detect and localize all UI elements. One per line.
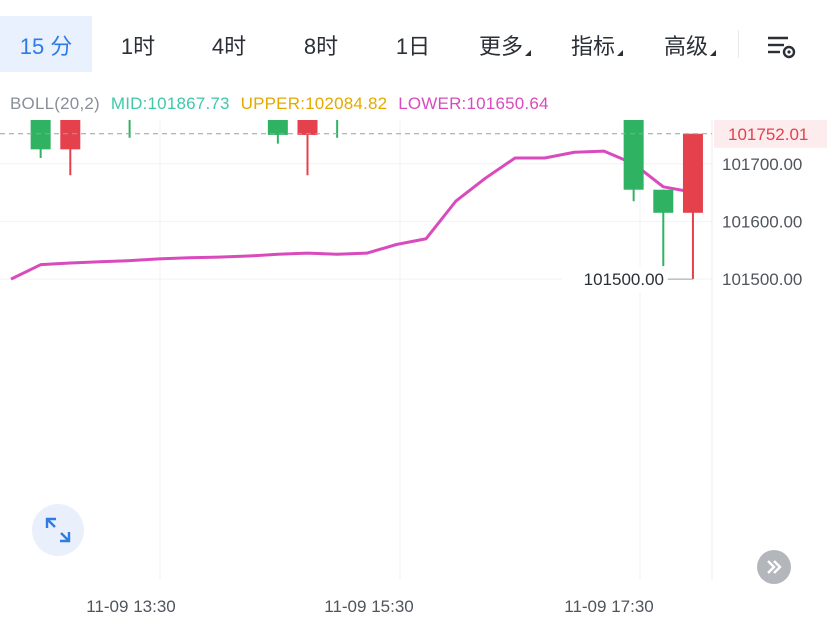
y-tick-label: 101600.00 bbox=[722, 212, 802, 231]
current-price-label: 101752.01 bbox=[728, 125, 808, 144]
tab-4h[interactable]: 4时 bbox=[211, 34, 247, 59]
candle-body-up bbox=[682, 133, 703, 213]
dropdown-triangle-icon bbox=[617, 50, 623, 56]
candle-body-up bbox=[297, 120, 318, 135]
boll-legend: BOLL(20,2) MID:101867.73 UPPER:102084.82… bbox=[10, 94, 555, 114]
current-price-tag bbox=[714, 120, 827, 148]
candle-body-down bbox=[267, 120, 288, 135]
advanced-label: 高级 bbox=[663, 34, 708, 59]
y-tick-label: 101500.00 bbox=[722, 270, 802, 289]
boll-lower-value: LOWER:101650.64 bbox=[398, 94, 549, 113]
double-chevron-right-icon bbox=[767, 560, 782, 574]
candle-body-down bbox=[30, 120, 51, 150]
advanced-dropdown[interactable]: 高级 bbox=[654, 16, 726, 72]
candlestick-chart[interactable]: 102200.00102100.00102000.00101900.001018… bbox=[0, 120, 829, 622]
chart-settings-icon bbox=[768, 36, 796, 59]
low-label-backdrop bbox=[562, 266, 666, 293]
y-tick-label: 101700.00 bbox=[722, 155, 802, 174]
more-label: 更多 bbox=[478, 34, 523, 59]
x-tick-label: 11-09 13:30 bbox=[86, 597, 175, 616]
tab-1d[interactable]: 1日 bbox=[395, 34, 431, 59]
indicator-label: 指标 bbox=[570, 34, 615, 59]
interval-toolbar: 15 分 1时 4时 8时 1日 更多 指标 高级 bbox=[0, 0, 829, 84]
dropdown-triangle-icon bbox=[710, 50, 716, 56]
scroll-to-latest-button[interactable] bbox=[757, 550, 791, 584]
boll-upper-value: UPPER:102084.82 bbox=[240, 94, 388, 113]
tab-1h[interactable]: 1时 bbox=[120, 34, 156, 59]
x-tick-label: 11-09 17:30 bbox=[564, 597, 653, 616]
boll-name: BOLL(20,2) bbox=[10, 94, 100, 113]
candle-body-down bbox=[623, 120, 644, 190]
expand-arrows-icon bbox=[45, 517, 71, 543]
tab-15min[interactable]: 15 分 bbox=[0, 16, 92, 72]
toolbar-divider bbox=[738, 30, 739, 58]
fullscreen-button[interactable] bbox=[32, 504, 84, 556]
more-dropdown[interactable]: 更多 bbox=[470, 16, 540, 72]
candle-body-down bbox=[653, 189, 674, 213]
indicator-dropdown[interactable]: 指标 bbox=[562, 16, 632, 72]
low-price-label: 101500.00 bbox=[584, 270, 664, 289]
candle-body-up bbox=[60, 120, 81, 150]
boll-lower-line bbox=[10, 149, 694, 281]
x-tick-label: 11-09 15:30 bbox=[324, 597, 413, 616]
dropdown-triangle-icon bbox=[525, 50, 531, 56]
tab-8h[interactable]: 8时 bbox=[303, 34, 339, 59]
chart-settings-button[interactable] bbox=[760, 30, 800, 66]
boll-mid-value: MID:101867.73 bbox=[110, 94, 230, 113]
